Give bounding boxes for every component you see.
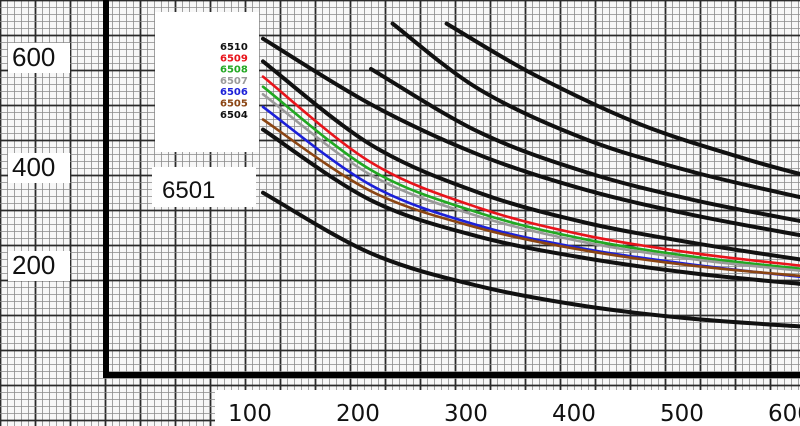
annotation: 6501 xyxy=(152,167,256,207)
series-line-6508 xyxy=(261,85,800,270)
y-tick-label: 600 xyxy=(12,42,55,72)
background-curve xyxy=(444,21,800,177)
x-tick-label: 200 xyxy=(336,401,380,426)
x-tick-label: 500 xyxy=(660,401,704,426)
y-tick-label-bg xyxy=(8,153,70,183)
background-curve xyxy=(261,127,800,286)
background-curve xyxy=(390,21,800,200)
legend-item-6510: 6510 xyxy=(220,42,248,53)
y-tick-label-bg xyxy=(8,251,70,281)
background-curve xyxy=(261,190,800,329)
y-tick-label: 400 xyxy=(12,152,55,182)
series-line-6505 xyxy=(261,118,800,278)
series-line-6507 xyxy=(261,93,800,272)
y-tick-label-bg xyxy=(8,43,70,73)
legend-item-6505: 6505 xyxy=(220,99,248,110)
x-tick-label-bg xyxy=(215,390,800,426)
axes xyxy=(103,0,800,378)
background-curve xyxy=(261,36,800,238)
x-tick-label: 600 xyxy=(768,401,800,426)
legend-item-6509: 6509 xyxy=(220,53,248,64)
background-curve xyxy=(261,59,800,262)
x-tick-label: 400 xyxy=(552,401,596,426)
x-tick-label: 100 xyxy=(228,401,272,426)
legend-item-6506: 6506 xyxy=(220,87,248,98)
background-curve xyxy=(369,67,800,223)
annotation-label-6501: 6501 xyxy=(162,177,215,204)
legend-item-6507: 6507 xyxy=(220,76,248,87)
x-tick-label: 300 xyxy=(444,401,488,426)
tick-labels: 200 400 600 100 200 300 400 500 600 xyxy=(8,42,800,426)
y-tick-label: 200 xyxy=(12,250,55,280)
series-line-6509 xyxy=(261,75,800,267)
legend-item-6508: 6508 xyxy=(220,65,248,76)
series-lines xyxy=(261,21,800,329)
legend-background xyxy=(155,12,259,152)
annotation-bg xyxy=(152,167,256,207)
legend-item-6504: 6504 xyxy=(220,110,248,121)
